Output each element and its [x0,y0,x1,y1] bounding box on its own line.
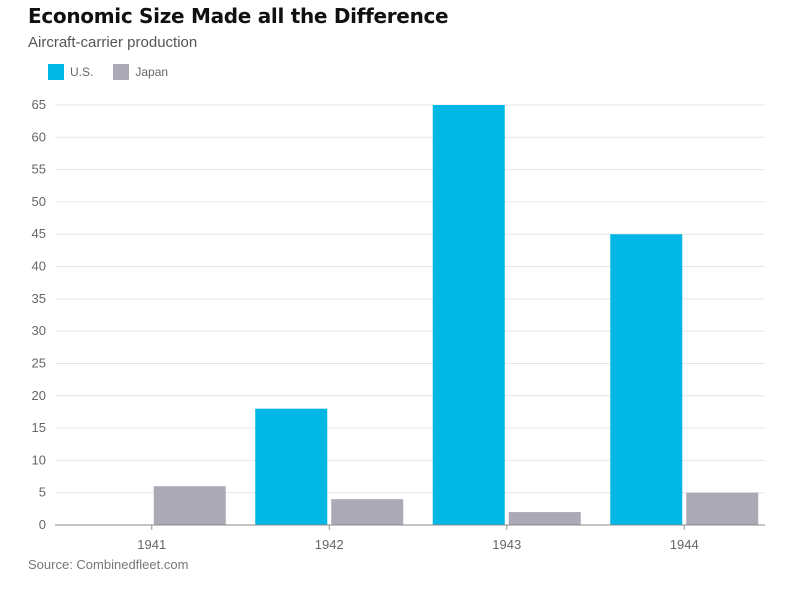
y-tick-label: 50 [32,194,46,209]
y-tick-label: 25 [32,355,46,370]
legend-label-us: U.S. [70,65,94,79]
bar-japan-1944 [686,492,759,525]
x-tick-label: 1944 [670,537,699,552]
legend-label-japan: Japan [135,65,169,79]
bar-us-1944 [610,234,683,525]
bar-japan-1941 [153,486,226,525]
y-tick-label: 30 [32,323,46,338]
bar-japan-1943 [508,512,581,525]
source-note: Source: Combinedfleet.com [28,557,189,572]
bar-us-1942 [255,408,328,525]
y-tick-label: 0 [39,517,46,532]
bar-japan-1942 [331,499,404,525]
x-tick-label: 1941 [137,537,166,552]
legend-item-japan: Japan [113,64,168,80]
y-tick-label: 5 [39,485,46,500]
y-tick-label: 15 [32,420,46,435]
legend-swatch-us [48,64,64,80]
chart-title: Economic Size Made all the Difference [28,4,449,28]
y-tick-label: 10 [32,452,46,467]
y-tick-label: 35 [32,291,46,306]
y-tick-label: 45 [32,226,46,241]
y-tick-label: 20 [32,388,46,403]
x-tick-label: 1943 [492,537,521,552]
legend-item-us: U.S. [48,64,93,80]
legend: U.S. Japan [48,64,188,80]
y-tick-label: 40 [32,259,46,274]
legend-swatch-japan [113,64,130,80]
y-tick-label: 55 [32,162,46,177]
y-tick-label: 65 [32,97,46,112]
bar-us-1943 [432,105,505,525]
y-tick-label: 60 [32,129,46,144]
chart-subtitle: Aircraft-carrier production [28,34,198,51]
x-tick-label: 1942 [315,537,344,552]
